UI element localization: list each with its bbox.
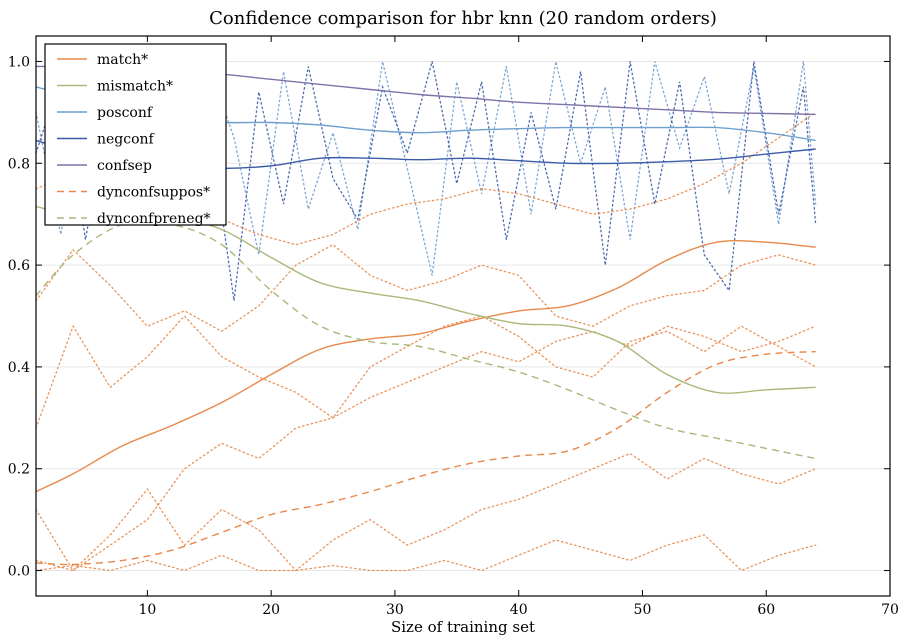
legend-label: mismatch* bbox=[97, 79, 173, 95]
x-tick-label: 50 bbox=[634, 602, 652, 618]
run-line bbox=[35, 243, 817, 333]
run-line bbox=[35, 111, 817, 246]
y-tick-label: 0.6 bbox=[8, 258, 30, 274]
series-line-mismatch bbox=[35, 205, 816, 394]
x-tick-label: 10 bbox=[138, 602, 156, 618]
x-axis-label: Size of training set bbox=[391, 618, 535, 636]
x-tick-label: 20 bbox=[262, 602, 280, 618]
plot-frame bbox=[35, 35, 891, 597]
legend-label: dynconfsuppos* bbox=[97, 185, 210, 201]
y-tick-label: 0.2 bbox=[8, 462, 30, 478]
axis-ticks: 10 20 30 40 50 60 70 0.0 0.2 0.4 0.6 0.8 1.0 bbox=[8, 36, 899, 618]
series-line-dynconfpreneg bbox=[35, 220, 816, 460]
series-line-dynconfsuppos bbox=[35, 350, 816, 566]
run-line bbox=[35, 61, 817, 301]
legend-box bbox=[44, 43, 227, 226]
x-tick-label: 60 bbox=[757, 602, 775, 618]
x-tick-label: 30 bbox=[386, 602, 404, 618]
run-line bbox=[35, 315, 817, 429]
legend-label: confsep bbox=[97, 158, 152, 174]
run-line bbox=[35, 325, 817, 572]
y-tick-label: 1.0 bbox=[8, 54, 30, 70]
series-line-match bbox=[35, 239, 816, 493]
legend-label: negconf bbox=[97, 132, 156, 148]
y-tick-label: 0.4 bbox=[8, 360, 30, 376]
y-tick-label: 0.0 bbox=[8, 564, 30, 580]
legend-label: match* bbox=[97, 52, 148, 68]
y-tick-label: 0.8 bbox=[8, 156, 30, 172]
chart-title: Confidence comparison for hbr knn (20 ra… bbox=[209, 8, 717, 29]
run-line bbox=[35, 534, 817, 572]
legend-label: posconf bbox=[97, 105, 154, 121]
legend: match* mismatch* posconf negconf confsep dync… bbox=[44, 43, 227, 227]
x-tick-label: 70 bbox=[881, 602, 899, 618]
x-tick-label: 40 bbox=[510, 602, 528, 618]
legend-label: dynconfpreneg* bbox=[97, 211, 211, 227]
